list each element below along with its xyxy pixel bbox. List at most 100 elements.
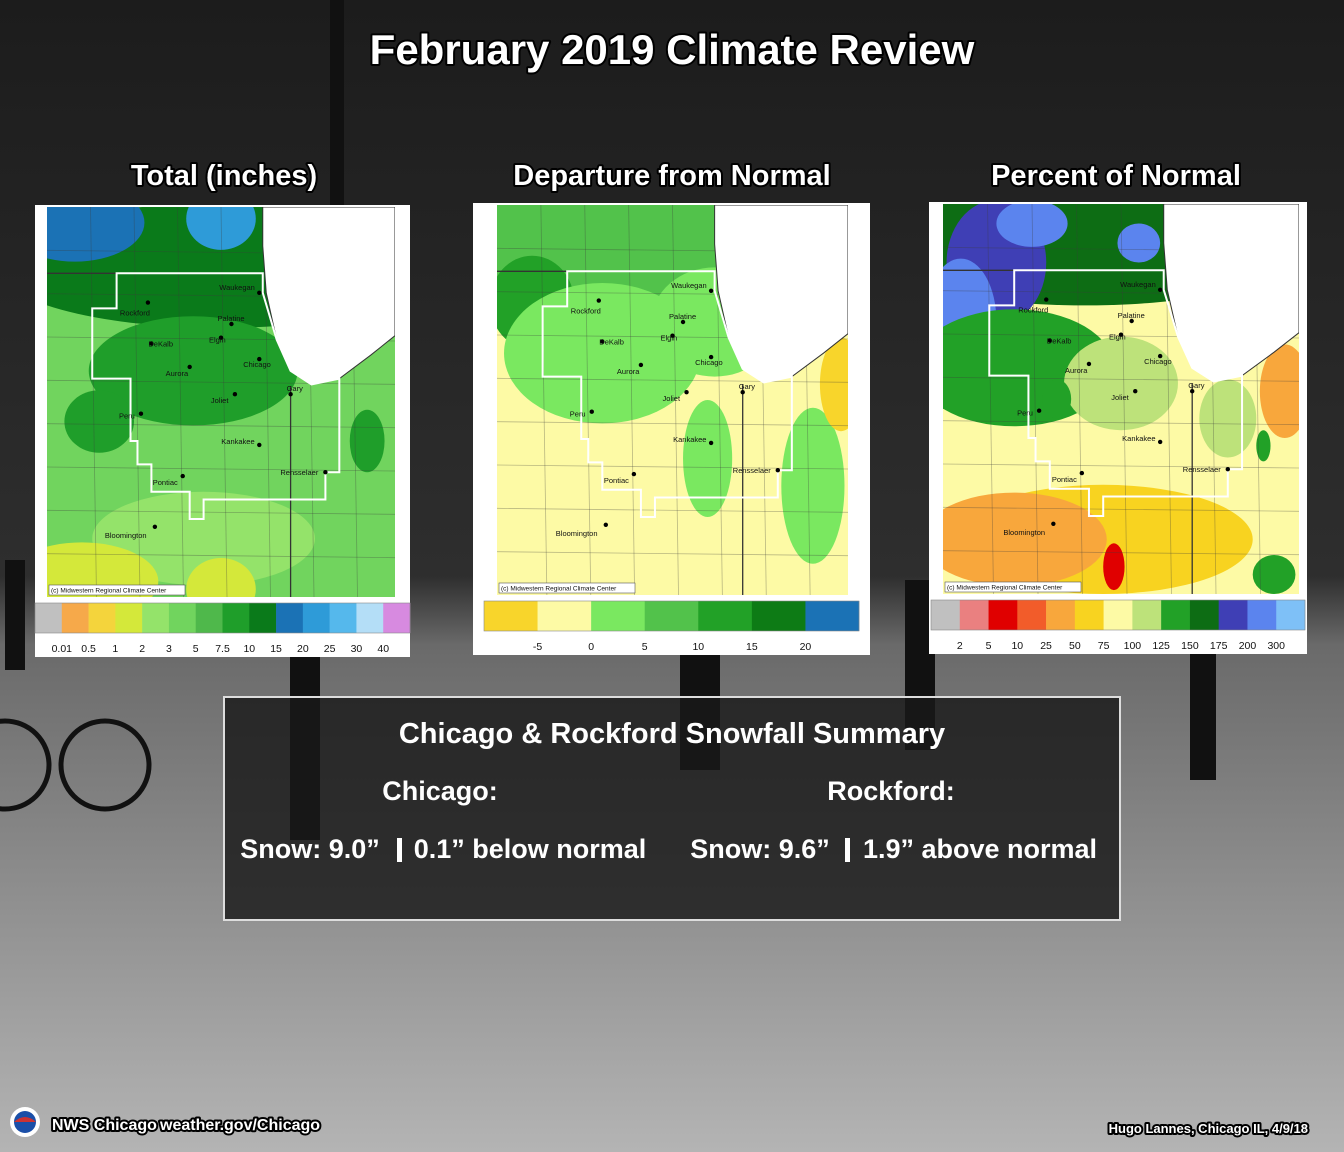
city-dot [708,288,714,293]
map-title: Total (inches) [131,160,317,192]
city-label: Rockford [1018,306,1048,315]
contour [64,390,134,453]
county-line [497,507,848,513]
contour [1252,555,1296,594]
city-dot [138,411,144,416]
city-label: Pontiac [1052,475,1077,484]
legend-swatch [1218,600,1248,630]
city-dot [145,300,151,305]
legend-label: 2 [957,640,963,652]
summary-title: Chicago & Rockford Snowfall Summary [399,718,945,750]
city-dot [1036,408,1042,413]
county-line [220,207,228,597]
city-label: Aurora [1065,366,1088,375]
legend-label: 1 [112,643,118,655]
legend-label: 50 [1069,640,1081,652]
legend-frame [930,599,1306,631]
climate-map: Departure from Normal Rockford Waukegan Pal… [473,158,870,655]
contour [1103,543,1125,591]
snow-total: Snow: 9.0” [240,834,380,864]
legend-label: 10 [243,643,255,655]
legend-swatch [383,603,411,633]
legend-swatch [1132,600,1162,630]
county-line [497,377,848,383]
credit-box [48,584,186,596]
city-dot [708,440,714,446]
city-label: DeKalb [1047,337,1072,346]
county-line [90,207,97,597]
legend-swatch [959,600,989,630]
city-dot [740,390,745,395]
city-label: Bloomington [1003,528,1045,537]
city-label: Kankakee [221,437,254,446]
city-dot [1225,467,1231,472]
county-line [943,506,1299,512]
office-url: weather.gov/Chicago [159,1117,320,1134]
legend-label: 125 [1152,640,1170,652]
city-label: Chicago [1144,357,1172,366]
city-dot [187,364,192,370]
city-label: Rockford [571,307,601,316]
city-dot [288,392,293,397]
city-dot [1079,470,1085,476]
city-dot [638,362,644,368]
city-dot [1157,439,1163,445]
city-dot [152,524,158,529]
legend-swatch [222,603,250,633]
city-label: Palatine [669,312,696,321]
legend-label: 0.01 [52,643,73,655]
legend-swatch [1017,600,1047,630]
city-label: Peru [119,412,135,421]
city-dot [1051,521,1056,526]
county-line [628,205,636,595]
city-label: Rensselaer [280,468,318,477]
legend-label: 15 [270,643,282,655]
city-dot [218,335,224,340]
contour [349,409,385,473]
legend-label: 200 [1239,640,1257,652]
snow-total: Snow: 9.6” [690,834,830,864]
city-label: Elgin [209,336,226,345]
separator [845,838,850,862]
contour [781,407,845,564]
legend-swatch [61,603,89,633]
city-dot [323,470,328,475]
legend-label: 0.5 [81,643,96,655]
county-line [133,207,141,597]
legend-swatch [356,603,384,633]
contour [504,283,701,424]
city-label: Chicago [695,358,723,367]
contour [996,204,1068,247]
city-label: Rockford: [827,776,955,806]
climate-map: Percent of Normal Rockford Waukegan Palatin… [929,158,1307,654]
city-label: Aurora [617,367,640,376]
county-line [497,464,848,470]
city-label: Waukegan [219,283,255,292]
county-line [47,379,395,385]
contour [1042,379,1072,419]
map-title: Percent of Normal [991,160,1241,192]
legend-label: 300 [1267,640,1285,652]
city-dot [257,290,262,295]
city-label: Joliet [211,396,229,405]
city-label: Kankakee [1122,434,1155,443]
county-line [47,509,395,515]
legend-swatch [537,601,592,631]
legend-label: 175 [1210,640,1228,652]
legend-label: 150 [1181,640,1199,652]
city-dot [1086,361,1092,367]
legend-swatch [276,603,304,633]
separator [397,838,402,862]
legend-swatch [115,603,143,633]
contour [1259,344,1299,438]
credit-box [498,582,636,594]
county-line [540,205,548,595]
legend-swatch [591,601,646,631]
city-label: Rockford [120,309,150,318]
county-line [943,550,1299,556]
legend-label: 20 [800,641,812,653]
city-label: Waukegan [671,281,707,290]
legend-swatch [302,603,330,633]
map-area: Rockford Waukegan Palatine Elgin DeKalb Chica… [47,207,395,597]
nws-logo [14,1117,36,1122]
